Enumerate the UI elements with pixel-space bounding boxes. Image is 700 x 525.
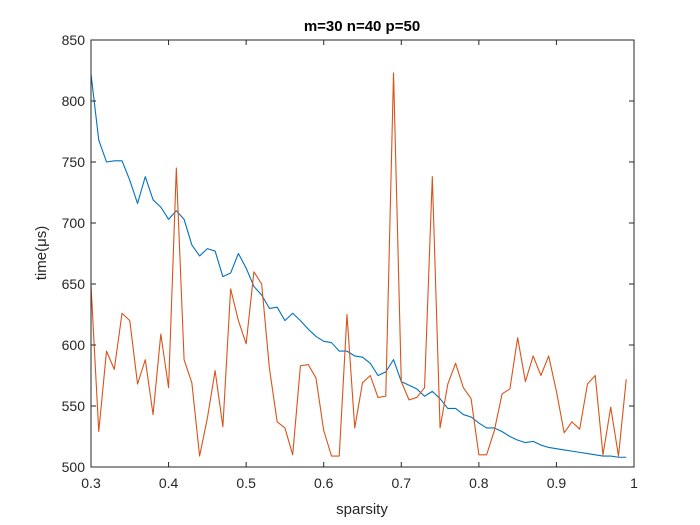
x-tick-label: 0.5 xyxy=(236,475,256,491)
y-tick-label: 850 xyxy=(62,32,86,48)
x-tick-label: 1 xyxy=(630,475,638,491)
x-tick-label: 0.8 xyxy=(469,475,489,491)
y-tick-label: 600 xyxy=(62,337,86,353)
series-line-1 xyxy=(90,74,627,458)
x-tick-label: 0.7 xyxy=(392,475,412,491)
x-tick-label: 0.9 xyxy=(547,475,567,491)
y-axis-ticks: 500 550 600 650 700 750 800 850 xyxy=(62,32,634,475)
y-tick-label: 800 xyxy=(62,93,86,109)
y-tick-label: 700 xyxy=(62,215,86,231)
x-tick-label: 0.4 xyxy=(159,475,179,491)
plot-area-frame xyxy=(90,39,635,468)
y-axis-label: time(μs) xyxy=(33,226,50,280)
series-line-2 xyxy=(90,72,627,457)
chart-title: m=30 n=40 p=50 xyxy=(304,18,420,35)
x-axis-ticks: 0.3 0.4 0.5 0.6 0.7 0.8 0.9 1 xyxy=(81,40,638,491)
y-tick-label: 500 xyxy=(62,459,86,475)
x-tick-label: 0.6 xyxy=(314,475,334,491)
x-axis-label: sparsity xyxy=(336,501,388,518)
x-tick-label: 0.3 xyxy=(81,475,101,491)
plot-area-background xyxy=(91,40,634,467)
y-tick-label: 750 xyxy=(62,154,86,170)
y-tick-label: 650 xyxy=(62,276,86,292)
y-tick-label: 550 xyxy=(62,398,86,414)
series-layer xyxy=(90,72,627,458)
